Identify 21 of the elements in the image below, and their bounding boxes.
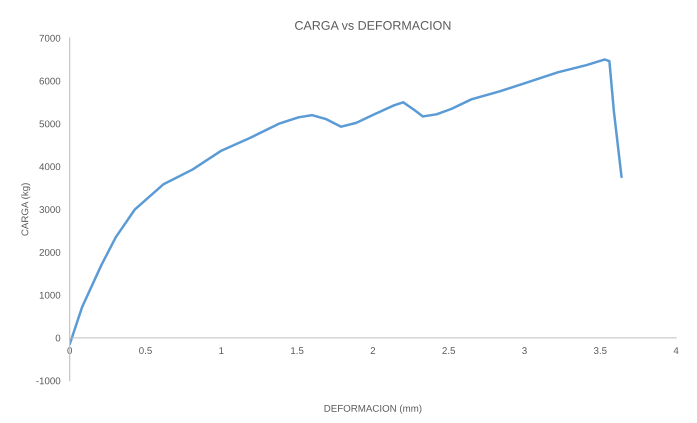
y-tick-label: 7000 — [40, 34, 60, 42]
y-tick-label: 4000 — [39, 163, 60, 170]
x-tick-label: 2 — [370, 347, 376, 354]
x-tick-label: 3 — [522, 347, 527, 354]
y-axis-title: CARGA (kg) — [21, 183, 30, 236]
y-tick-label: 1000 — [40, 292, 60, 299]
y-tick-label: 6000 — [40, 78, 60, 85]
line-series — [70, 58, 623, 346]
x-tick-label: 0.5 — [139, 347, 152, 354]
y-tick-label: -1000 — [36, 377, 60, 384]
x-tick-label: 1 — [219, 347, 224, 354]
y-tick-label: 3000 — [39, 206, 60, 214]
y-tick-label: 5000 — [39, 120, 60, 128]
x-tick-label: 3.5 — [594, 347, 607, 354]
y-tick-label: 0 — [56, 334, 60, 342]
x-axis-title: DEFORMACION (mm) — [324, 404, 422, 414]
x-tick-label: 4 — [674, 347, 679, 354]
y-tick-label: 2000 — [40, 248, 60, 256]
x-tick-label: 2.5 — [442, 347, 456, 354]
x-tick-label: 1.5 — [291, 347, 304, 354]
chart-title: CARGA vs DEFORMACION — [295, 21, 450, 30]
